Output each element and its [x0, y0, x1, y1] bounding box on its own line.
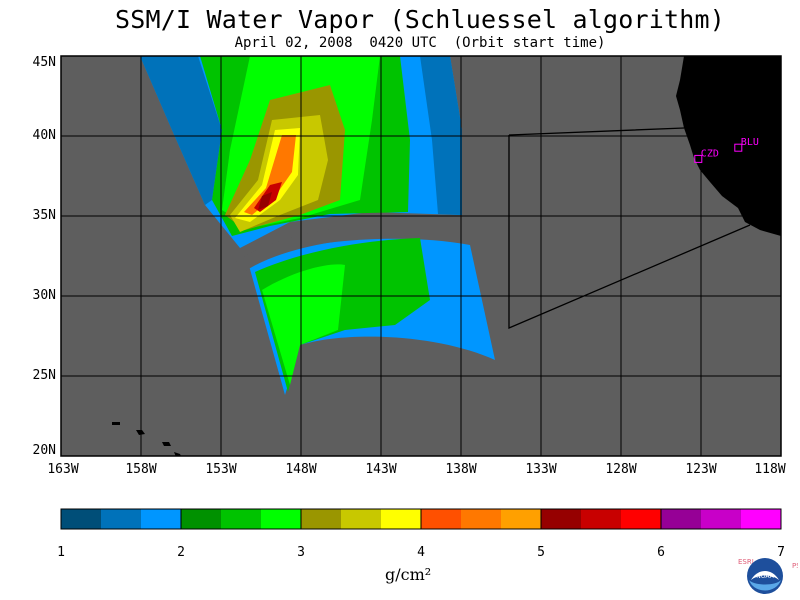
colorbar-swatch — [541, 509, 582, 529]
longitude-label: 153W — [205, 462, 237, 477]
latitude-label: 25N — [32, 368, 56, 383]
esrl-text: ESRL — [738, 558, 756, 566]
island-3 — [162, 442, 171, 446]
colorbar-units: g/cm² — [385, 565, 432, 584]
colorbar-swatch — [181, 509, 222, 529]
island-4 — [174, 452, 181, 456]
swath-lower-lightgreen — [262, 264, 345, 385]
map-frame — [60, 55, 782, 457]
colorbar-tick-label: 3 — [297, 545, 305, 560]
colorbar-swatch — [61, 509, 102, 529]
longitude-label: 158W — [125, 462, 157, 477]
colorbar-swatch — [141, 509, 182, 529]
latitude-label: 20N — [32, 443, 56, 458]
noaa-logo-bird — [751, 571, 779, 580]
longitude-label: 123W — [685, 462, 717, 477]
station-marker — [734, 143, 743, 152]
longitude-label: 163W — [47, 462, 79, 477]
lat-lon-grid — [61, 56, 781, 456]
colorbar-swatch — [381, 509, 422, 529]
swath-orange — [244, 135, 296, 215]
colorbar-swatch — [221, 509, 262, 529]
station-label: BLU — [741, 137, 759, 148]
longitude-label: 143W — [365, 462, 397, 477]
colorbar-swatch — [501, 509, 542, 529]
colorbar-tick-label: 6 — [657, 545, 665, 560]
colorbar-swatch — [581, 509, 622, 529]
station-label: CZD — [701, 148, 719, 159]
longitude-label: 118W — [754, 462, 786, 477]
psd-text: PSD — [792, 562, 798, 570]
swath-darkred — [258, 192, 272, 210]
colorbar-swatch — [101, 509, 142, 529]
region-outline — [508, 127, 751, 329]
noaa-text: NOAA — [756, 573, 774, 580]
map-subtitle: April 02, 2008 0420 UTC (Orbit start tim… — [234, 35, 606, 51]
colorbar-swatch — [701, 509, 742, 529]
latitude-label: 40N — [32, 128, 56, 143]
noaa-logo: ESRL PSD NOAA — [738, 558, 798, 594]
colorbar-swatch — [301, 509, 342, 529]
longitude-label: 128W — [605, 462, 637, 477]
colorbar-tick-label: 4 — [417, 545, 425, 560]
colorbar-tick-label: 2 — [177, 545, 185, 560]
station-marker — [694, 154, 703, 163]
latitude-label: 45N — [32, 55, 56, 70]
colorbar-swatch — [261, 509, 302, 529]
map-title: SSM/I Water Vapor (Schluessel algorithm) — [114, 5, 726, 34]
longitude-label: 148W — [285, 462, 317, 477]
colorbar-tick-label: 5 — [537, 545, 545, 560]
colorbar-swatch — [741, 509, 782, 529]
island-1 — [112, 422, 120, 425]
noaa-logo-inner — [749, 580, 781, 591]
colorbar-swatch — [661, 509, 702, 529]
latitude-label: 30N — [32, 288, 56, 303]
colorbar — [60, 508, 782, 530]
land-california — [676, 56, 781, 236]
swath-darkblue-left — [140, 56, 222, 205]
colorbar-tick-label: 7 — [777, 545, 785, 560]
colorbar-swatch — [461, 509, 502, 529]
colorbar-swatch — [421, 509, 462, 529]
colorbar-swatch — [341, 509, 382, 529]
latitude-label: 35N — [32, 208, 56, 223]
colorbar-tick-label: 1 — [57, 545, 65, 560]
colorbar-swatch — [621, 509, 662, 529]
longitude-label: 138W — [445, 462, 477, 477]
swath-gap — [234, 224, 472, 274]
station-markers: CZD BLU — [694, 137, 759, 163]
longitude-label: 133W — [525, 462, 557, 477]
